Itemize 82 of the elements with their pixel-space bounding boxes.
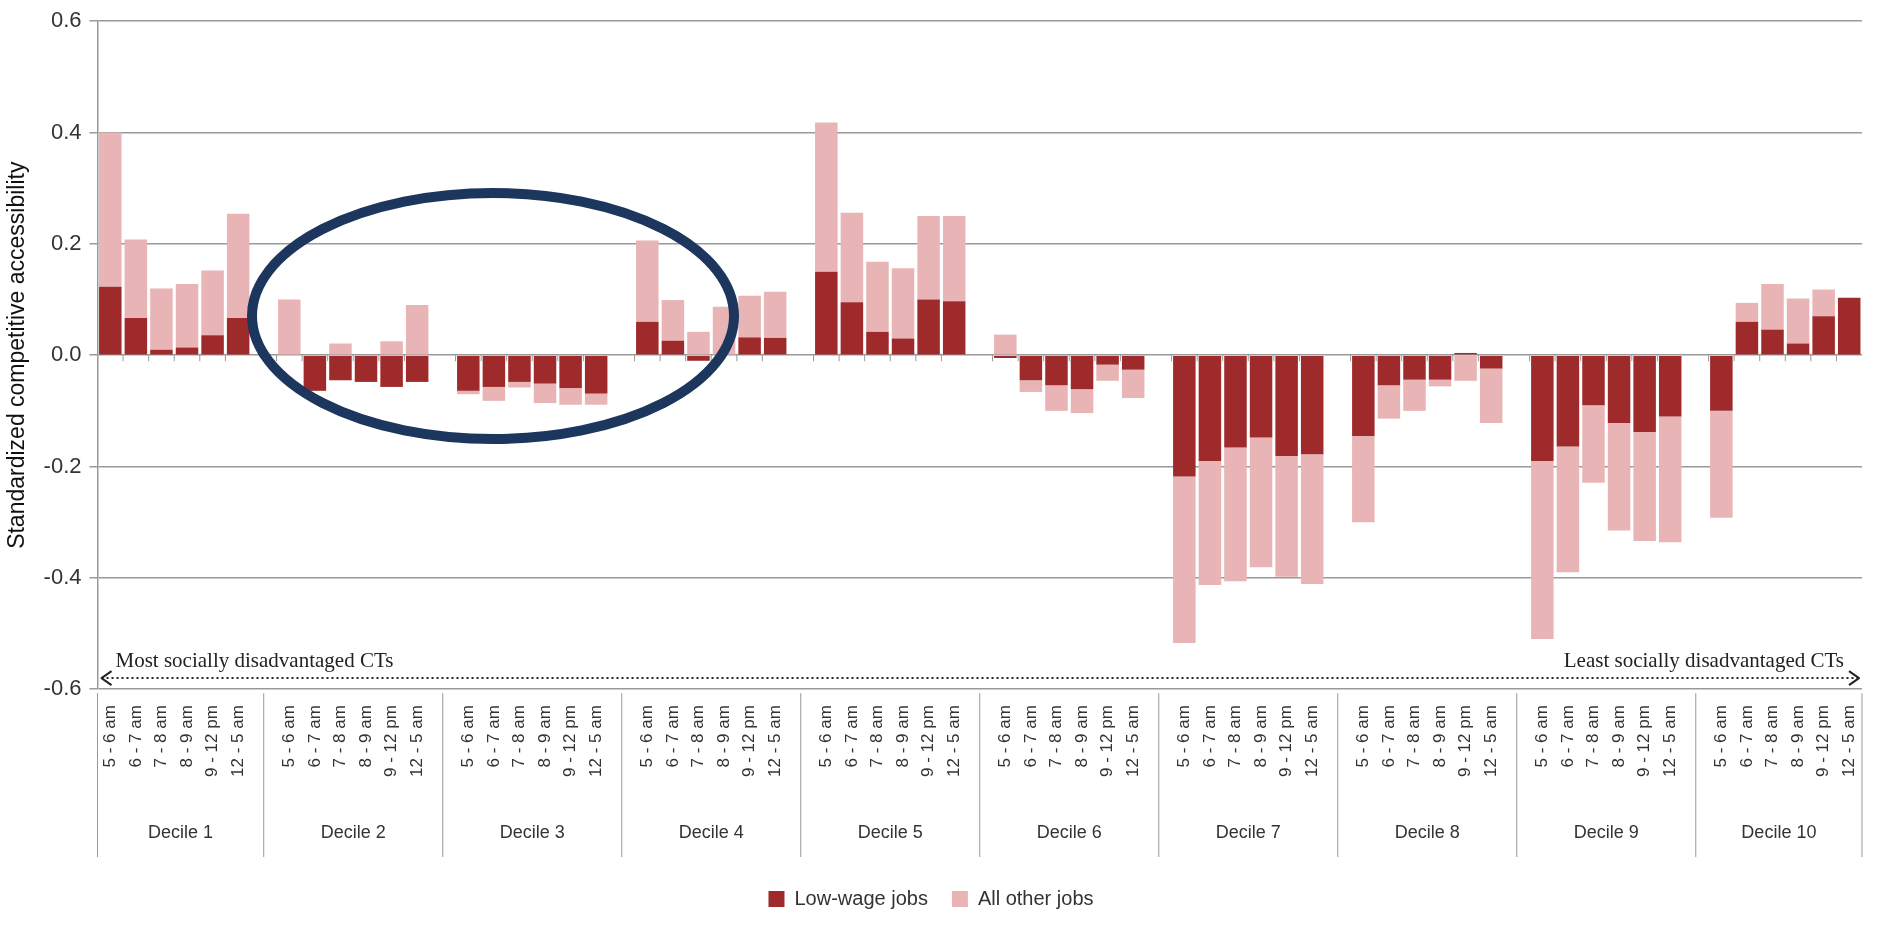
annotation: Most socially disadvantaged CTs: [115, 648, 394, 673]
text: Decile 3: [499, 821, 565, 842]
x-tick-label: 12 - 5 am: [764, 705, 784, 777]
x-tick-label: 5 - 6 am: [1532, 705, 1552, 768]
legend-label: All other jobs: [977, 886, 1094, 909]
x-tick-label: 7 - 8 am: [1404, 705, 1424, 768]
text: Decile 4: [678, 821, 744, 842]
x-tick-label: 7 - 8 am: [509, 705, 529, 768]
x-tick-label: 8 - 9 am: [1787, 705, 1807, 768]
x-tick-label: 5 - 6 am: [278, 705, 298, 768]
y-tick-label: -0.4: [43, 563, 82, 589]
x-tick-label: 12 - 5 am: [406, 705, 426, 777]
x-tick-label: 6 - 7 am: [1736, 705, 1756, 768]
x-tick-label: 9 - 12 pm: [1276, 705, 1296, 777]
x-tick-label: 9 - 12 pm: [202, 705, 222, 777]
x-tick-label: 8 - 9 am: [1071, 705, 1091, 768]
x-tick-label: 8 - 9 am: [892, 705, 912, 768]
x-tick-label: 7 - 8 am: [1583, 705, 1603, 768]
text: Decile 9: [1573, 821, 1639, 842]
x-tick-label: 5 - 6 am: [1711, 705, 1731, 768]
y-tick-label: 0.6: [50, 7, 82, 33]
x-tick-label: 5 - 6 am: [995, 705, 1015, 768]
x-tick-label: 6 - 7 am: [1378, 705, 1398, 768]
x-tick-label: 12 - 5 am: [1480, 705, 1500, 777]
x-tick-label: 7 - 8 am: [1762, 705, 1782, 768]
y-tick-label: -0.6: [43, 675, 82, 701]
text: Decile 6: [1036, 821, 1102, 842]
x-tick-label: 9 - 12 pm: [560, 705, 580, 777]
text: Decile 5: [857, 821, 923, 842]
x-tick-label: 6 - 7 am: [483, 705, 503, 768]
x-tick-label: 8 - 9 am: [176, 705, 196, 768]
x-tick-label: 6 - 7 am: [1020, 705, 1040, 768]
x-tick-label: 6 - 7 am: [662, 705, 682, 768]
legend-label: Low-wage jobs: [794, 886, 928, 909]
x-tick-label: 7 - 8 am: [1225, 705, 1245, 768]
text: Decile 7: [1215, 821, 1281, 842]
x-tick-label: 9 - 12 pm: [918, 705, 938, 777]
x-tick-label: 9 - 12 pm: [381, 705, 401, 777]
y-tick-label: 0.2: [50, 229, 82, 255]
x-tick-label: 9 - 12 pm: [1097, 705, 1117, 777]
x-tick-label: 12 - 5 am: [1838, 705, 1858, 777]
x-tick-label: 7 - 8 am: [151, 705, 171, 768]
annotation: Least socially disadvantaged CTs: [1563, 648, 1844, 673]
text: Decile 1: [148, 821, 214, 842]
x-tick-label: 12 - 5 am: [227, 705, 247, 777]
text: Decile 10: [1741, 821, 1817, 842]
y-tick-label: -0.2: [43, 452, 82, 478]
x-tick-label: 12 - 5 am: [1122, 705, 1142, 777]
x-tick-label: 9 - 12 pm: [1455, 705, 1475, 777]
text: Decile 8: [1394, 821, 1460, 842]
x-tick-label: 12 - 5 am: [585, 705, 605, 777]
x-tick-label: 6 - 7 am: [1557, 705, 1577, 768]
x-tick-label: 5 - 6 am: [458, 705, 477, 768]
x-tick-label: 6 - 7 am: [125, 705, 145, 768]
x-tick-label: 12 - 5 am: [1301, 705, 1321, 777]
x-tick-label: 8 - 9 am: [534, 705, 554, 768]
x-tick-label: 9 - 12 pm: [1813, 705, 1833, 777]
x-tick-label: 6 - 7 am: [841, 705, 861, 768]
x-tick-label: 5 - 6 am: [637, 705, 656, 768]
x-tick-label: 12 - 5 am: [943, 705, 963, 777]
x-tick-label: 6 - 7 am: [1199, 705, 1219, 768]
y-axis-title: Standardized competitive accessibility: [3, 161, 30, 549]
x-tick-label: 7 - 8 am: [688, 705, 708, 768]
x-tick-label: 8 - 9 am: [355, 705, 375, 768]
x-tick-label: 5 - 6 am: [1353, 705, 1373, 768]
x-tick-label: 5 - 6 am: [99, 705, 119, 768]
x-tick-label: 8 - 9 am: [1250, 705, 1270, 768]
x-tick-label: 9 - 12 pm: [1634, 705, 1654, 777]
x-tick-label: 7 - 8 am: [1046, 705, 1066, 768]
x-tick-label: 12 - 5 am: [1659, 705, 1679, 777]
x-tick-label: 5 - 6 am: [1174, 705, 1194, 768]
x-tick-label: 8 - 9 am: [713, 705, 733, 768]
x-tick-label: 7 - 8 am: [330, 705, 350, 768]
x-tick-label: 9 - 12 pm: [739, 705, 759, 777]
x-tick-label: 7 - 8 am: [867, 705, 887, 768]
x-tick-label: 8 - 9 am: [1429, 705, 1449, 768]
x-tick-label: 6 - 7 am: [304, 705, 324, 768]
x-tick-label: 5 - 6 am: [816, 705, 836, 768]
text: Decile 2: [320, 821, 386, 842]
x-tick-label: 8 - 9 am: [1608, 705, 1628, 768]
y-tick-label: 0.0: [50, 341, 82, 367]
y-tick-label: 0.4: [50, 118, 82, 144]
